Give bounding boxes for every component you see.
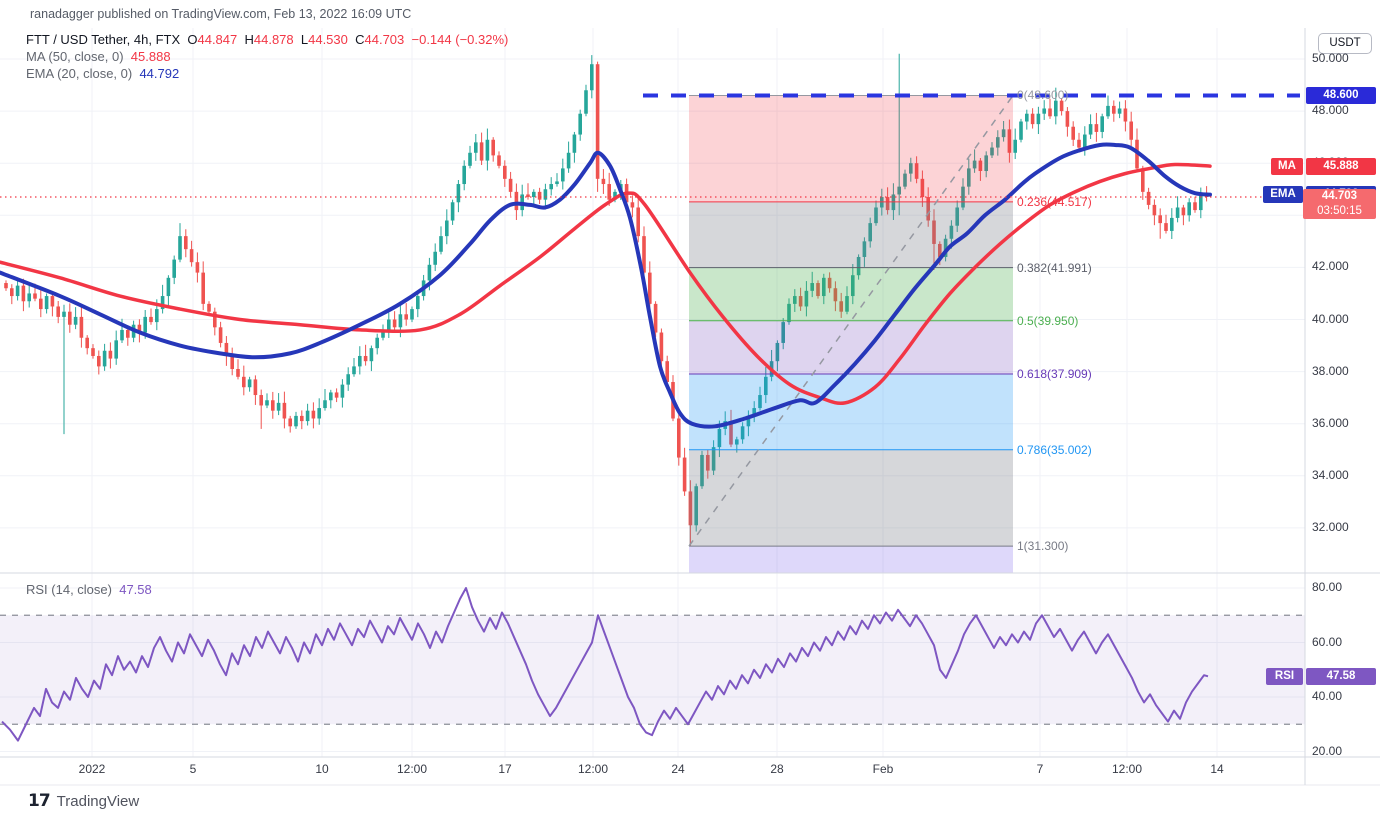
- currency-toggle-button[interactable]: USDT: [1318, 33, 1372, 54]
- ma-value: 45.888: [130, 49, 171, 64]
- ma-label: MA (50, close, 0): [26, 49, 124, 64]
- chart-legend: FTT / USD Tether, 4h, FTX O44.847 H44.87…: [26, 31, 508, 82]
- ema-value: 44.792: [139, 66, 180, 81]
- ema20-line: [0, 142, 1212, 429]
- ohlc-open: O44.847: [187, 32, 238, 47]
- change-value: −0.144 (−0.32%): [411, 32, 509, 47]
- legend-ema-row[interactable]: EMA (20, close, 0) 44.792: [26, 65, 508, 82]
- time-axis[interactable]: [0, 757, 1305, 785]
- ma50-line: [0, 162, 1212, 406]
- tradingview-logo-mark-icon: 17: [28, 791, 51, 811]
- legend-ma-row[interactable]: MA (50, close, 0) 45.888: [26, 48, 508, 65]
- rsi-value: 47.58: [119, 582, 152, 597]
- fib-retracement-overlay[interactable]: [688, 94, 1014, 573]
- ema-label: EMA (20, close, 0): [26, 66, 133, 81]
- attribution-text: ranadagger published on TradingView.com,…: [30, 7, 412, 21]
- ohlc-close: C44.703: [355, 32, 405, 47]
- tradingview-logo-text: TradingView: [56, 792, 140, 810]
- ohlc-high: H44.878: [244, 32, 294, 47]
- pane-frame: [0, 28, 1380, 786]
- candles-layer: [4, 53, 1209, 547]
- rsi-pane: [0, 587, 1305, 742]
- rsi-label: RSI (14, close): [26, 582, 112, 597]
- symbol-title: FTT / USD Tether, 4h, FTX: [26, 32, 181, 47]
- ohlc-low: L44.530: [300, 32, 348, 47]
- tradingview-logo[interactable]: 17 TradingView: [28, 791, 139, 811]
- price-axis[interactable]: [1305, 28, 1380, 757]
- rsi-legend[interactable]: RSI (14, close) 47.58: [26, 581, 152, 598]
- legend-symbol-row[interactable]: FTT / USD Tether, 4h, FTX O44.847 H44.87…: [26, 31, 508, 48]
